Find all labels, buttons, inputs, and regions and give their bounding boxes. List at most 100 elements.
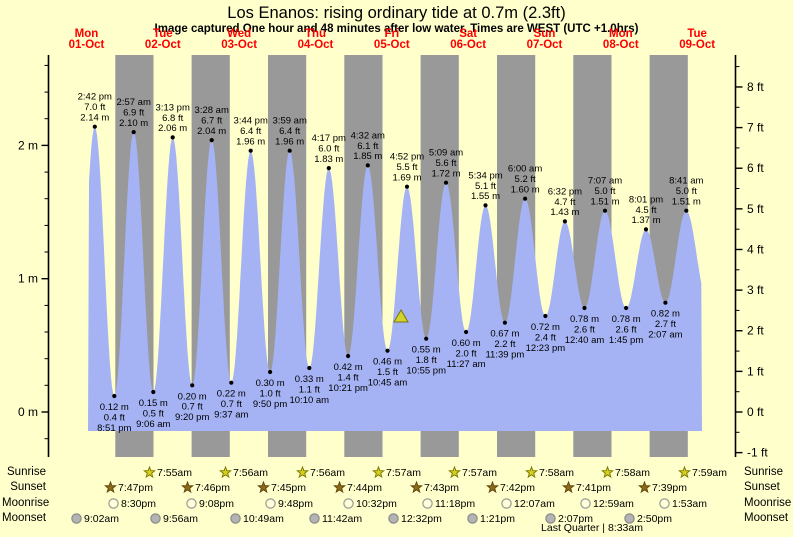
sunrise-entry: 7:55am	[143, 466, 192, 479]
sunrise-time: 7:55am	[157, 466, 193, 479]
tide-high-label: 4:52 pm 5.5 ft 1.69 m	[390, 152, 424, 184]
moonrise-circle-icon	[658, 497, 671, 510]
tide-low-label: 0.55 m 1.8 ft 10:55 pm	[406, 345, 446, 377]
tide-high-label: 2:42 pm 7.0 ft 2.14 m	[78, 92, 112, 124]
moon-phase-note: Last Quarter | 8:33am	[541, 522, 643, 534]
tide-high-label: 3:28 am 6.7 ft 2.04 m	[195, 105, 229, 137]
left-axis-tick-label: 1 m	[18, 272, 38, 286]
moonset-circle-icon	[229, 512, 242, 525]
tide-high-label: 5:09 am 5.6 ft 1.72 m	[429, 148, 463, 180]
day-column-label: Fri 05-Oct	[353, 29, 430, 50]
day-date: 03-Oct	[221, 38, 258, 51]
moonset-time: 9:02am	[84, 512, 120, 525]
sunrise-time: 7:59am	[692, 466, 728, 479]
tide-low-label: 0.72 m 2.4 ft 12:23 pm	[526, 322, 566, 354]
tide-high-dot	[131, 130, 136, 135]
moonset-time: 1:21pm	[480, 512, 516, 525]
sunset-entry: 7:45pm	[257, 481, 306, 494]
moonset-time: 2:07pm	[558, 512, 594, 525]
day-column-label: Mon 08-Oct	[582, 29, 659, 50]
tide-low-dot	[268, 369, 273, 375]
moonset-entry: 9:56am	[149, 512, 198, 525]
tide-high-label: 3:13 pm 6.8 ft 2.06 m	[156, 102, 190, 134]
sunset-row-label-right: Sunset	[744, 481, 780, 493]
tide-high-dot	[170, 135, 175, 140]
moonset-time: 10:49am	[243, 512, 284, 525]
tide-low-label: 0.67 m 2.2 ft 11:39 pm	[485, 329, 524, 361]
moonset-time: 11:42am	[322, 512, 363, 525]
day-column-label: Tue 09-Oct	[659, 29, 736, 50]
moonrise-time: 9:08pm	[199, 497, 235, 510]
moonrise-entry: 1:53am	[658, 497, 707, 510]
tide-low-dot	[543, 313, 548, 319]
sunset-time: 7:46pm	[195, 481, 231, 494]
moonrise-time: 1:53am	[672, 497, 708, 510]
sunrise-entry: 7:59am	[678, 466, 727, 479]
tide-high-label: 6:32 pm 4.7 ft 1.43 m	[548, 186, 582, 218]
moonrise-entry: 9:48pm	[264, 497, 313, 510]
sunset-star-icon	[333, 481, 346, 494]
sunset-star-icon	[486, 481, 499, 494]
tide-low-label: 0.22 m 0.7 ft 9:37 am	[214, 389, 248, 421]
day-date: 05-Oct	[373, 38, 410, 51]
moonset-entry: 11:42am	[308, 512, 362, 525]
sunrise-star-icon	[372, 466, 385, 479]
sunrise-entry: 7:57am	[448, 466, 497, 479]
sunrise-star-icon	[219, 466, 232, 479]
left-axis-tick-label: 2 m	[18, 138, 38, 152]
moonset-time: 9:56am	[163, 512, 199, 525]
right-axis-tick-label: 0 ft	[747, 405, 764, 419]
moonset-circle-icon	[387, 512, 400, 525]
tide-low-label: 0.60 m 2.0 ft 11:27 am	[447, 338, 486, 370]
tide-high-dot	[365, 163, 370, 168]
moonset-circle-icon	[149, 512, 162, 525]
day-column-label: Sat 06-Oct	[430, 29, 507, 50]
sunset-star-icon	[104, 481, 117, 494]
sunset-entry: 7:41pm	[562, 481, 611, 494]
sunset-star-icon	[410, 481, 423, 494]
tide-high-dot	[287, 148, 292, 153]
moonrise-time: 12:59am	[593, 497, 634, 510]
tide-low-dot	[307, 365, 312, 371]
tide-high-dot	[643, 227, 649, 232]
tide-low-label: 0.30 m 1.0 ft 9:50 pm	[253, 378, 287, 410]
page-title: Los Enanos: rising ordinary tide at 0.7m…	[227, 4, 566, 22]
sunrise-entry: 7:58am	[601, 466, 650, 479]
day-column-label: Mon 01-Oct	[48, 29, 125, 50]
tide-high-dot	[602, 208, 608, 213]
moonrise-time: 10:32pm	[356, 497, 397, 510]
tide-low-dot	[112, 393, 117, 399]
moonrise-circle-icon	[107, 497, 120, 510]
sunset-star-icon	[638, 481, 651, 494]
tide-low-label: 0.33 m 1.1 ft 10:10 am	[289, 374, 329, 406]
sunrise-star-icon	[143, 466, 156, 479]
sunrise-star-icon	[601, 466, 614, 479]
tide-high-label: 8:41 am 5.0 ft 1.51 m	[669, 176, 703, 208]
tide-high-label: 4:32 am 6.1 ft 1.85 m	[351, 130, 385, 162]
tide-low-dot	[346, 353, 351, 359]
tide-low-label: 0.15 m 0.5 ft 9:06 am	[136, 398, 170, 430]
day-name: Wed	[227, 28, 252, 40]
tide-low-label: 0.20 m 0.7 ft 9:20 pm	[175, 391, 209, 423]
moonrise-time: 9:48pm	[278, 497, 314, 510]
day-column-label: Tue 02-Oct	[124, 29, 201, 50]
tide-low-label: 0.42 m 1.4 ft 10:21 pm	[328, 362, 368, 394]
sunrise-time: 7:57am	[386, 466, 422, 479]
sunrise-entry: 7:56am	[296, 466, 345, 479]
tide-high-dot	[248, 148, 253, 153]
sunrise-star-icon	[448, 466, 461, 479]
day-name: Thu	[304, 28, 327, 40]
day-name: Sat	[459, 28, 478, 40]
moonset-entry: 9:02am	[70, 512, 119, 525]
moonset-time: 12:32pm	[401, 512, 442, 525]
tide-high-label: 2:57 am 6.9 ft 2.10 m	[117, 97, 151, 129]
tide-low-dot	[190, 383, 195, 388]
tide-high-dot	[523, 196, 528, 201]
sunrise-time: 7:57am	[462, 466, 498, 479]
sunset-time: 7:43pm	[424, 481, 460, 494]
right-axis-tick-label: 1 ft	[747, 364, 764, 378]
moonset-time: 2:50pm	[637, 512, 673, 525]
tide-low-dot	[229, 380, 234, 385]
sunrise-star-icon	[296, 466, 309, 479]
